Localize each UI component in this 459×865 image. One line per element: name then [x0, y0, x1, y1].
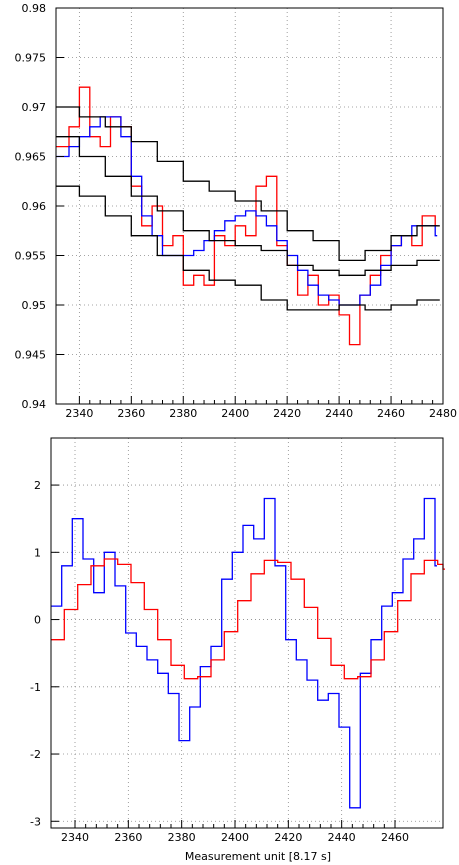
- top-y-tick-label-8: 0.98: [22, 2, 47, 15]
- top-x-tick-label-7: 2480: [429, 407, 457, 420]
- bottom-y-tick-label-0: -3: [30, 815, 41, 828]
- bottom-x-tick-label-3: 2400: [221, 831, 249, 844]
- bottom-plot-frame: [50, 437, 444, 829]
- x-axis-title: Measurement unit [8.17 s]: [185, 850, 331, 863]
- top-series-1: [56, 116, 438, 306]
- bottom-y-tick-label-4: 1: [34, 546, 41, 559]
- bottom-series-1: [51, 558, 445, 680]
- top-y-tick-label-0: 0.94: [22, 398, 47, 411]
- top-y-tick-label-1: 0.945: [15, 349, 47, 362]
- bottom-y-tick-label-2: -1: [30, 681, 41, 694]
- bottom-x-tick-label-2: 2380: [168, 831, 196, 844]
- top-y-tick-label-7: 0.975: [15, 52, 47, 65]
- top-y-tick-label-4: 0.96: [22, 200, 47, 213]
- top-y-tick-label-5: 0.965: [15, 151, 47, 164]
- top-x-tick-label-5: 2440: [325, 407, 353, 420]
- chart-bottom: 2340 2360 2380 2400 2420 2440 2460 -3 -2 -1 0 1 2: [30, 437, 445, 844]
- top-x-tick-label-0: 2340: [65, 407, 93, 420]
- bottom-x-tick-label-6: 2460: [381, 831, 409, 844]
- top-x-tick-label-1: 2360: [117, 407, 145, 420]
- top-x-tick-label-2: 2380: [169, 407, 197, 420]
- top-series-3: [56, 136, 440, 276]
- top-x-tick-label-3: 2400: [221, 407, 249, 420]
- bottom-y-tick-label-3: 0: [34, 614, 41, 627]
- bottom-series-0: [51, 497, 437, 809]
- top-y-tick-label-3: 0.955: [15, 250, 47, 263]
- bottom-x-tick-label-5: 2440: [328, 831, 356, 844]
- top-y-tick-label-6: 0.97: [22, 101, 47, 114]
- chart-top: 2340 2360 2380 2400 2420 2440 2460 2480 0.94 0.94…: [15, 2, 458, 420]
- top-series-4: [56, 185, 440, 311]
- top-x-tick-label-6: 2460: [377, 407, 405, 420]
- bottom-x-tick-label-4: 2420: [274, 831, 302, 844]
- bottom-x-tick-label-1: 2360: [114, 831, 142, 844]
- bottom-y-tick-label-5: 2: [34, 479, 41, 492]
- bottom-y-tick-label-1: -2: [30, 748, 41, 761]
- top-y-tick-label-2: 0.95: [22, 299, 47, 312]
- top-series-2: [56, 106, 440, 262]
- top-x-tick-label-4: 2420: [273, 407, 301, 420]
- bottom-x-tick-label-0: 2340: [61, 831, 89, 844]
